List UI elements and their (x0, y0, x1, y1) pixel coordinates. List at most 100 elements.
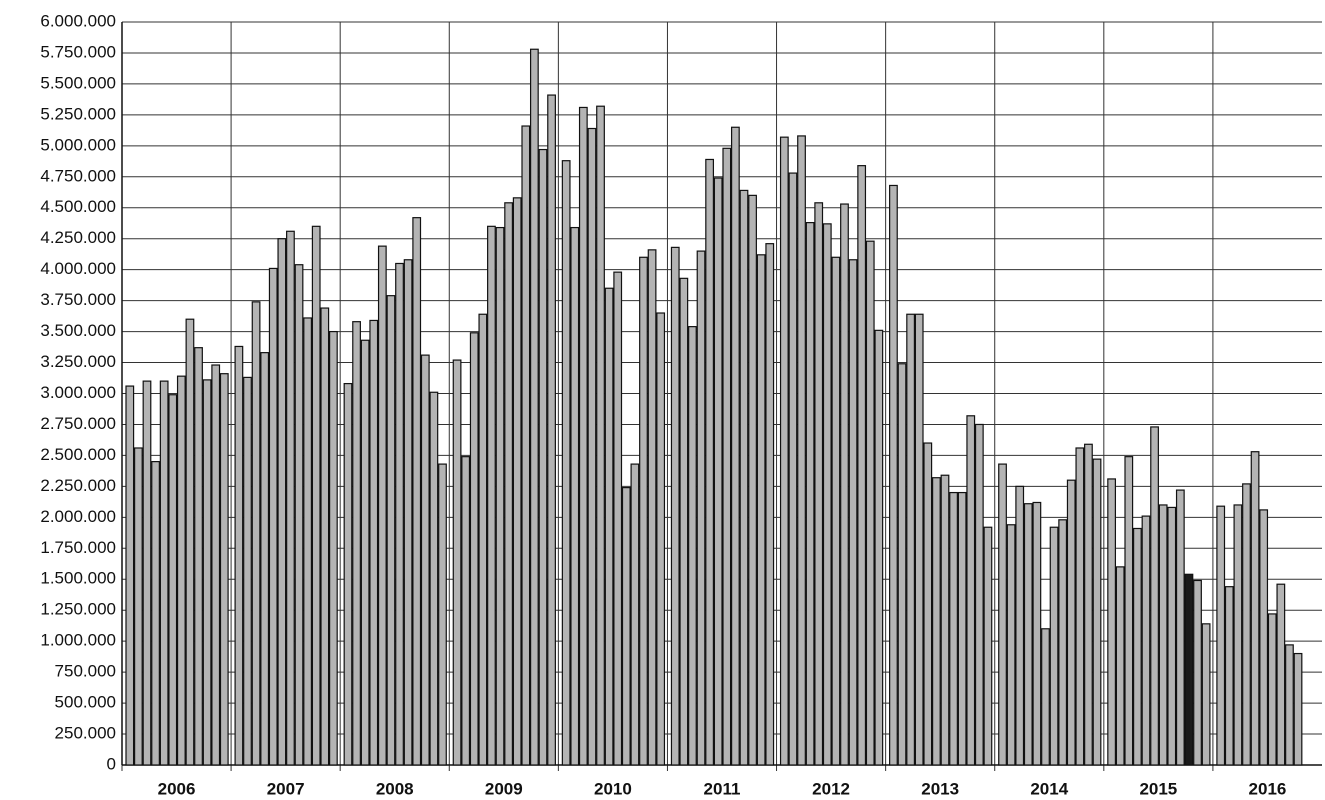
bar (1006, 524, 1016, 766)
bar (478, 313, 488, 766)
y-tick-label: 2.750.000 (40, 414, 116, 433)
bar (840, 203, 849, 766)
bar (722, 147, 732, 766)
bar (386, 295, 396, 766)
bar (194, 347, 203, 766)
bar (268, 267, 278, 766)
bar (966, 415, 976, 766)
bar (983, 526, 993, 766)
bar (234, 345, 244, 766)
bar (151, 461, 160, 766)
bar (328, 330, 338, 766)
bar (865, 240, 875, 766)
bar (822, 223, 832, 766)
y-tick-label: 750.000 (55, 662, 116, 681)
bar (1276, 583, 1286, 766)
bar (1049, 526, 1059, 766)
bar (538, 148, 548, 766)
bar (923, 442, 933, 766)
bar (251, 301, 261, 766)
bar (504, 202, 514, 766)
bar (647, 249, 657, 766)
bar (1233, 504, 1243, 766)
bar (797, 135, 806, 766)
bar (521, 125, 531, 766)
bar (277, 238, 287, 766)
bar (360, 339, 370, 766)
bar (1216, 505, 1226, 766)
bar (696, 250, 706, 766)
bar (1285, 644, 1294, 766)
bar (974, 423, 984, 766)
bar (621, 487, 631, 766)
bar (438, 463, 447, 766)
bar (1107, 478, 1117, 766)
bar (159, 380, 169, 766)
bar (412, 217, 422, 766)
bar (420, 354, 430, 766)
bar (176, 375, 186, 766)
bar (570, 226, 580, 766)
bar (1132, 527, 1142, 766)
bar (998, 463, 1007, 766)
bar (756, 254, 766, 766)
bar (125, 385, 135, 766)
bar (403, 259, 413, 766)
bar (848, 259, 858, 766)
y-tick-label: 5.750.000 (40, 42, 116, 61)
bar (857, 165, 867, 766)
bar (670, 246, 680, 766)
bar (243, 376, 252, 766)
bar (452, 359, 462, 766)
bar (1250, 451, 1260, 766)
bar (889, 184, 898, 766)
y-tick-label: 500.000 (55, 693, 116, 712)
y-tick-label: 3.750.000 (40, 290, 116, 309)
bar (461, 456, 471, 766)
bar (529, 48, 539, 766)
bar (578, 106, 588, 766)
x-tick-label: 2006 (158, 779, 196, 798)
bar (547, 94, 556, 766)
bar (352, 321, 361, 766)
bar (1084, 443, 1093, 766)
bar (211, 364, 221, 766)
bar (779, 136, 789, 766)
bar (897, 363, 907, 766)
y-tick-label: 4.750.000 (40, 166, 116, 185)
bar (705, 158, 715, 766)
bar (429, 391, 439, 766)
bar (1141, 515, 1151, 766)
y-tick-label: 3.500.000 (40, 321, 116, 340)
bar (596, 105, 605, 766)
bar (294, 264, 304, 766)
y-tick-label: 1.000.000 (40, 631, 116, 650)
bar (814, 202, 824, 766)
bar (1158, 504, 1168, 766)
bar (1242, 483, 1251, 766)
bar (512, 197, 522, 766)
bar (369, 319, 379, 766)
bar (495, 226, 505, 766)
bar (949, 491, 958, 766)
bar (1193, 579, 1202, 766)
x-tick-label: 2007 (267, 779, 305, 798)
bar (688, 326, 697, 766)
bar (957, 491, 967, 766)
y-tick-label: 2.250.000 (40, 476, 116, 495)
y-tick-label: 4.000.000 (40, 259, 116, 278)
bar (1066, 479, 1076, 766)
bar (874, 329, 884, 766)
bar (679, 277, 689, 766)
bar (185, 318, 195, 766)
bar (805, 222, 815, 766)
y-tick-label: 3.250.000 (40, 352, 116, 371)
bar (914, 313, 924, 766)
y-tick-label: 3.000.000 (40, 383, 116, 402)
bar (1041, 628, 1050, 766)
x-tick-label: 2008 (376, 779, 414, 798)
bar (1023, 503, 1033, 766)
bar (630, 463, 640, 766)
bar (1267, 613, 1277, 766)
